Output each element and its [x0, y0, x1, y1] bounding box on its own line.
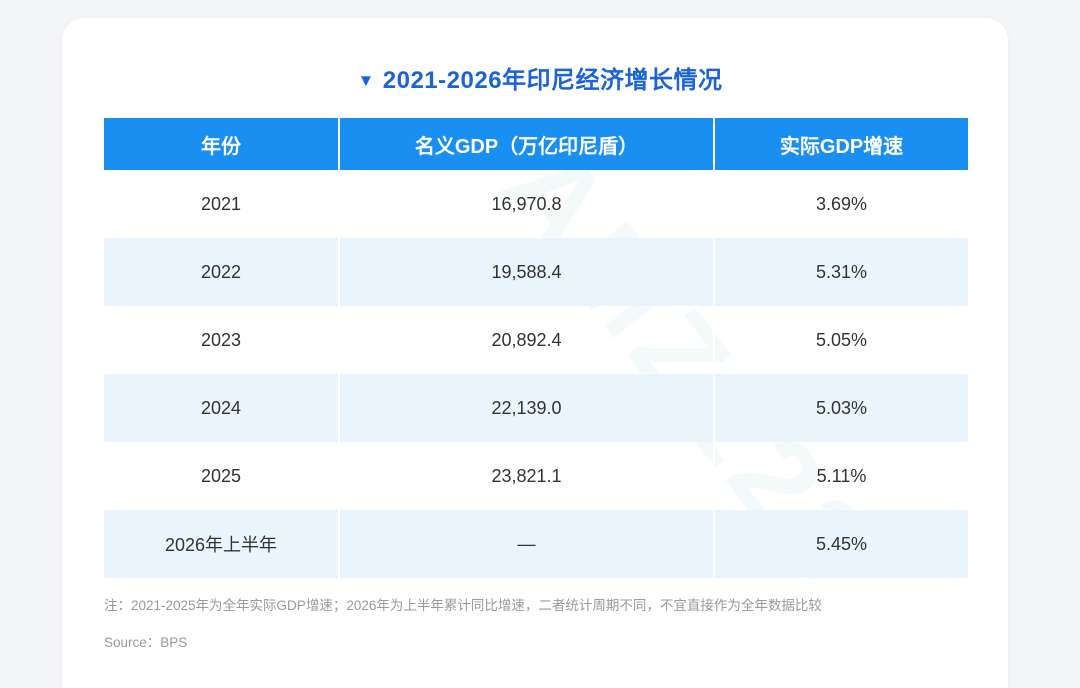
table-row: 2025 23,821.1 5.11% — [104, 442, 968, 510]
cell-growth: 5.03% — [713, 374, 968, 442]
cell-gdp: 22,139.0 — [338, 374, 714, 442]
cell-growth: 5.05% — [713, 306, 968, 374]
footnote: 注：2021-2025年为全年实际GDP增速；2026年为上半年累计同比增速，二… — [104, 598, 822, 613]
source-line: Source：BPS — [104, 635, 188, 650]
cell-gdp: 19,588.4 — [338, 238, 714, 306]
cell-growth: 5.45% — [713, 510, 968, 578]
table-header-row: 年份 名义GDP（万亿印尼盾） 实际GDP增速 — [104, 118, 968, 170]
cell-growth: 3.69% — [713, 170, 968, 238]
page-title: ▼ 2021-2026年印尼经济增长情况 — [0, 60, 1080, 95]
cell-gdp: — — [338, 510, 714, 578]
cell-gdp: 16,970.8 — [338, 170, 714, 238]
table-row: 2026年上半年 — 5.45% — [104, 510, 968, 578]
table-row: 2024 22,139.0 5.03% — [104, 374, 968, 442]
header-real-growth: 实际GDP增速 — [713, 118, 968, 170]
gdp-table: 年份 名义GDP（万亿印尼盾） 实际GDP增速 2021 16,970.8 3.… — [104, 118, 968, 578]
cell-year: 2021 — [200, 193, 242, 214]
triangle-down-icon: ▼ — [357, 71, 375, 90]
cell-year: 2023 — [200, 329, 242, 350]
cell-growth: 5.31% — [713, 238, 968, 306]
cell-gdp: 23,821.1 — [338, 442, 714, 510]
cell-year: 2024 — [104, 374, 339, 442]
cell-gdp: 20,892.4 — [338, 306, 714, 374]
cell-growth: 5.11% — [713, 442, 968, 510]
header-year: 年份 — [104, 118, 339, 170]
cell-year: 2025 — [200, 465, 242, 486]
table-row: 2023 20,892.4 5.05% — [104, 306, 968, 374]
title-text: 2021-2026年印尼经济增长情况 — [382, 67, 723, 94]
cell-year: 2022 — [104, 238, 339, 306]
cell-year: 2026年上半年 — [104, 510, 339, 578]
table-row: 2022 19,588.4 5.31% — [104, 238, 968, 306]
header-nominal-gdp: 名义GDP（万亿印尼盾） — [338, 118, 714, 170]
table-row: 2021 16,970.8 3.69% — [104, 170, 968, 238]
